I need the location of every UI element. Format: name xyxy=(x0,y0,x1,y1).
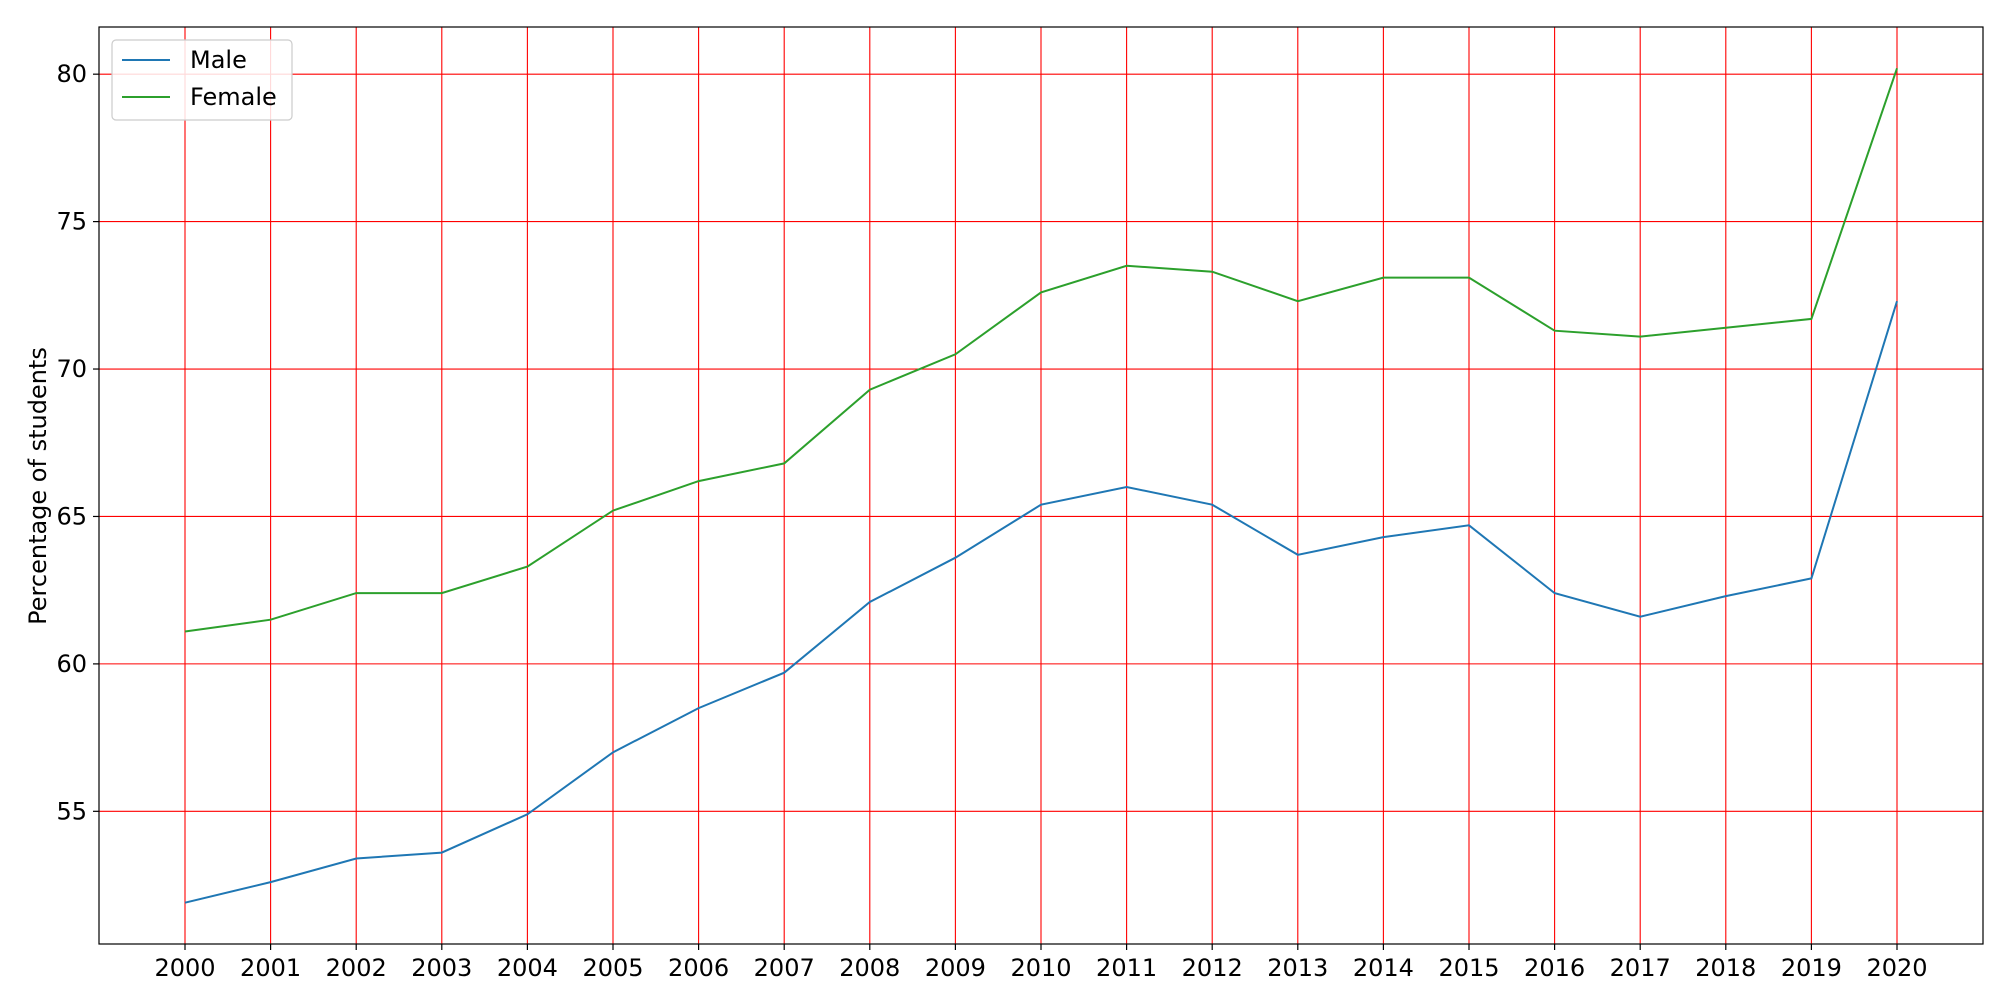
y-tick-label: 70 xyxy=(56,355,87,383)
x-tick-label: 2017 xyxy=(1610,954,1671,982)
x-tick-label: 2010 xyxy=(1010,954,1071,982)
y-tick-label: 75 xyxy=(56,208,87,236)
x-tick-label: 2006 xyxy=(668,954,729,982)
y-axis-ticks: 55 60 65 70 75 80 xyxy=(56,60,99,825)
x-tick-label: 2000 xyxy=(154,954,215,982)
x-tick-label: 2011 xyxy=(1096,954,1157,982)
x-tick-label: 2016 xyxy=(1524,954,1585,982)
y-tick-label: 65 xyxy=(56,502,87,530)
x-tick-label: 2018 xyxy=(1695,954,1756,982)
x-tick-label: 2002 xyxy=(326,954,387,982)
series-line-female xyxy=(184,67,1898,633)
x-tick-label: 2007 xyxy=(754,954,815,982)
legend-label-male: Male xyxy=(190,46,247,74)
grid-lines xyxy=(99,27,1983,944)
x-axis-ticks: 2000 2001 2002 2003 2004 2005 2006 2007 2008 2009… xyxy=(154,944,1928,982)
x-tick-label: 2015 xyxy=(1438,954,1499,982)
x-tick-label: 2001 xyxy=(240,954,301,982)
x-tick-label: 2013 xyxy=(1267,954,1328,982)
x-tick-label: 2014 xyxy=(1353,954,1414,982)
x-tick-label: 2009 xyxy=(925,954,986,982)
x-tick-label: 2020 xyxy=(1866,954,1927,982)
y-axis-label: Percentage of students xyxy=(24,347,52,625)
y-tick-label: 80 xyxy=(56,60,87,88)
y-tick-label: 60 xyxy=(56,650,87,678)
y-tick-label: 55 xyxy=(56,797,87,825)
series-lines xyxy=(184,67,1898,904)
x-tick-label: 2008 xyxy=(839,954,900,982)
x-tick-label: 2012 xyxy=(1182,954,1243,982)
legend-label-female: Female xyxy=(190,83,277,111)
x-tick-label: 2005 xyxy=(582,954,643,982)
series-line-male xyxy=(184,300,1898,904)
x-tick-label: 2003 xyxy=(411,954,472,982)
x-tick-label: 2004 xyxy=(497,954,558,982)
legend: Male Female xyxy=(111,39,293,121)
x-tick-label: 2019 xyxy=(1781,954,1842,982)
